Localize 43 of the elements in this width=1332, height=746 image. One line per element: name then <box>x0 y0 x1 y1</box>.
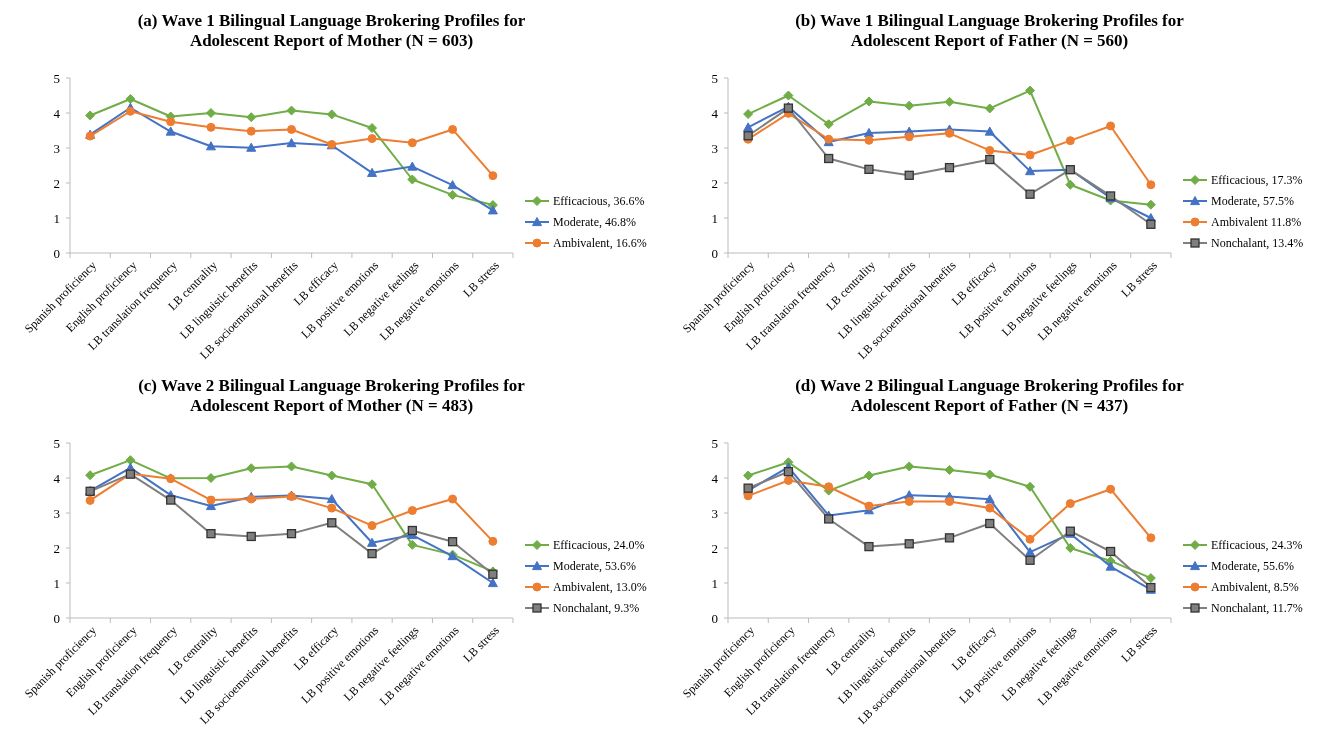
legend-label: Moderate, 57.5% <box>1211 194 1294 209</box>
legend-label: Nonchalant, 13.4% <box>1211 236 1304 251</box>
legend-label: Nonchalant, 9.3% <box>553 601 640 616</box>
legend-label: Ambivalent, 13.0% <box>553 580 647 595</box>
y-tick-label: 2 <box>711 540 718 556</box>
legend-label: Ambivalent, 16.6% <box>553 236 647 251</box>
y-tick-label: 4 <box>53 470 61 486</box>
legend-label: Ambivalent, 8.5% <box>1211 580 1299 595</box>
y-tick-label: 0 <box>711 245 718 261</box>
y-tick-label: 3 <box>53 505 60 521</box>
legend-label: Ambivalent 11.8% <box>1211 215 1302 230</box>
chart-title: (b) Wave 1 Bilingual Language Brokering Profiles for Adolescent Report of Father (N = 560) <box>795 11 1185 50</box>
y-tick-label: 1 <box>711 210 718 226</box>
y-tick-label: 2 <box>53 540 60 556</box>
chart-title: (a) Wave 1 Bilingual Language Brokering Profiles for Adolescent Report of Mother (N = 603) <box>137 11 526 50</box>
y-tick-label: 3 <box>53 140 60 156</box>
chart-title: (d) Wave 2 Bilingual Language Brokering Profiles for Adolescent Report of Father (N = 437) <box>795 376 1185 415</box>
y-tick-label: 0 <box>53 245 60 261</box>
legend-label: Moderate, 53.6% <box>553 559 636 574</box>
legend-label: Moderate, 46.8% <box>553 215 636 230</box>
y-tick-label: 5 <box>711 70 718 86</box>
legend-label: Efficacious, 24.3% <box>1211 538 1303 553</box>
y-tick-label: 1 <box>53 210 60 226</box>
y-tick-label: 3 <box>711 140 718 156</box>
y-tick-label: 0 <box>711 610 718 626</box>
y-tick-label: 5 <box>53 435 60 451</box>
y-tick-label: 0 <box>53 610 60 626</box>
y-tick-label: 5 <box>53 70 60 86</box>
legend-label: Efficacious, 36.6% <box>553 194 645 209</box>
y-tick-label: 3 <box>711 505 718 521</box>
legend-label: Efficacious, 17.3% <box>1211 173 1303 188</box>
y-tick-label: 4 <box>53 105 61 121</box>
y-tick-label: 5 <box>711 435 718 451</box>
y-tick-label: 4 <box>711 470 719 486</box>
y-tick-label: 4 <box>711 105 719 121</box>
y-tick-label: 2 <box>53 175 60 191</box>
y-tick-label: 1 <box>53 575 60 591</box>
legend-label: Nonchalant, 11.7% <box>1211 601 1303 616</box>
y-tick-label: 2 <box>711 175 718 191</box>
chart-title: (c) Wave 2 Bilingual Language Brokering Profiles for Adolescent Report of Mother (N = 483) <box>138 376 526 415</box>
legend-label: Efficacious, 24.0% <box>553 538 645 553</box>
y-tick-label: 1 <box>711 575 718 591</box>
legend-label: Moderate, 55.6% <box>1211 559 1294 574</box>
